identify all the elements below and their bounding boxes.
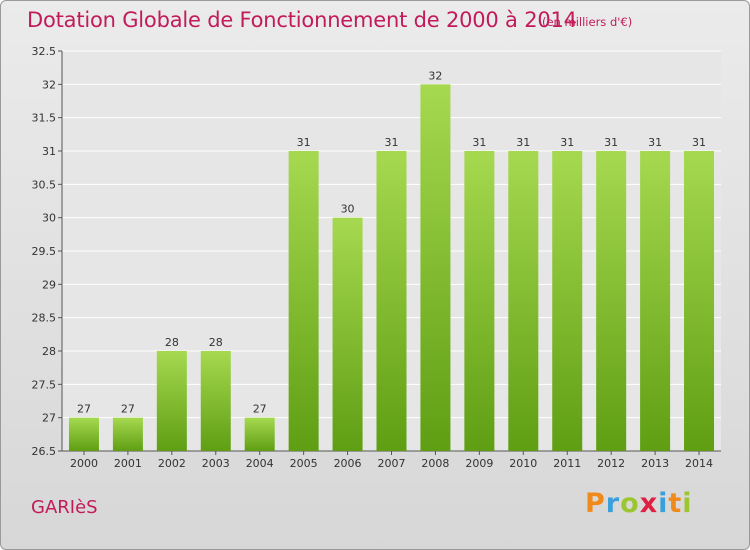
y-tick-label: 30.5 [32, 178, 57, 191]
y-tick-label: 29.5 [32, 245, 57, 258]
logo-letter: o [620, 488, 640, 519]
x-tick-label-2011: 2011 [553, 457, 581, 470]
y-tick-label: 31.5 [32, 112, 57, 125]
y-tick-label: 32.5 [32, 45, 57, 58]
data-label-2010: 31 [516, 136, 530, 149]
x-tick-label-2009: 2009 [465, 457, 493, 470]
bar-2012 [596, 151, 627, 451]
x-tick-label-2008: 2008 [421, 457, 449, 470]
bar-2014 [684, 151, 715, 451]
y-tick-label: 28 [42, 345, 56, 358]
y-tick-label: 29 [42, 278, 56, 291]
data-label-2001: 27 [121, 403, 135, 416]
x-tick-label-2012: 2012 [597, 457, 625, 470]
data-label-2004: 27 [253, 403, 267, 416]
x-tick-label-2002: 2002 [158, 457, 186, 470]
data-label-2000: 27 [77, 403, 91, 416]
data-label-2009: 31 [472, 136, 486, 149]
unit-note: (en milliers d'€) [542, 15, 633, 29]
y-tick-label: 28.5 [32, 312, 57, 325]
bar-2013 [640, 151, 671, 451]
commune-name: GARIèS [31, 497, 98, 518]
x-tick-label-2014: 2014 [685, 457, 713, 470]
x-tick-label-2001: 2001 [114, 457, 142, 470]
x-tick-label-2000: 2000 [70, 457, 98, 470]
bar-2002 [156, 351, 187, 451]
y-tick-label: 27.5 [32, 378, 57, 391]
x-tick-label-2003: 2003 [202, 457, 230, 470]
data-label-2013: 31 [648, 136, 662, 149]
y-tick-label: 30 [42, 212, 56, 225]
x-tick-label-2006: 2006 [334, 457, 362, 470]
x-tick-label-2013: 2013 [641, 457, 669, 470]
bar-2006 [332, 217, 363, 451]
logo-letter: i [682, 488, 693, 519]
bar-2001 [112, 417, 143, 451]
data-label-2011: 31 [560, 136, 574, 149]
x-tick-label-2004: 2004 [246, 457, 274, 470]
bar-2007 [376, 151, 407, 451]
data-label-2007: 31 [385, 136, 399, 149]
bar-2005 [288, 151, 319, 451]
logo-letter: r [605, 488, 621, 519]
bar-2009 [464, 151, 495, 451]
logo-letter: t [668, 488, 683, 519]
data-label-2003: 28 [209, 336, 223, 349]
data-label-2005: 31 [297, 136, 311, 149]
data-label-2002: 28 [165, 336, 179, 349]
logo-letter: x [639, 488, 659, 519]
bar-2003 [200, 351, 231, 451]
bar-2011 [552, 151, 583, 451]
bar-2004 [244, 417, 275, 451]
bar-2000 [68, 417, 99, 451]
data-label-2006: 30 [341, 203, 355, 216]
chart-title: Dotation Globale de Fonctionnement de 20… [27, 8, 577, 32]
logo-letter: i [658, 488, 669, 519]
y-tick-label: 32 [42, 78, 56, 91]
logo-letter: P [585, 488, 606, 519]
bar-2010 [508, 151, 539, 451]
y-tick-label: 31 [42, 145, 56, 158]
y-tick-label: 26.5 [32, 445, 57, 458]
data-label-2014: 31 [692, 136, 706, 149]
proxiti-logo: Proxiti [585, 488, 693, 519]
data-label-2008: 32 [428, 69, 442, 82]
x-tick-label-2005: 2005 [290, 457, 318, 470]
x-tick-label-2010: 2010 [509, 457, 537, 470]
data-label-2012: 31 [604, 136, 618, 149]
y-tick-label: 27 [42, 412, 56, 425]
x-tick-label-2007: 2007 [378, 457, 406, 470]
bar-2008 [420, 84, 451, 451]
